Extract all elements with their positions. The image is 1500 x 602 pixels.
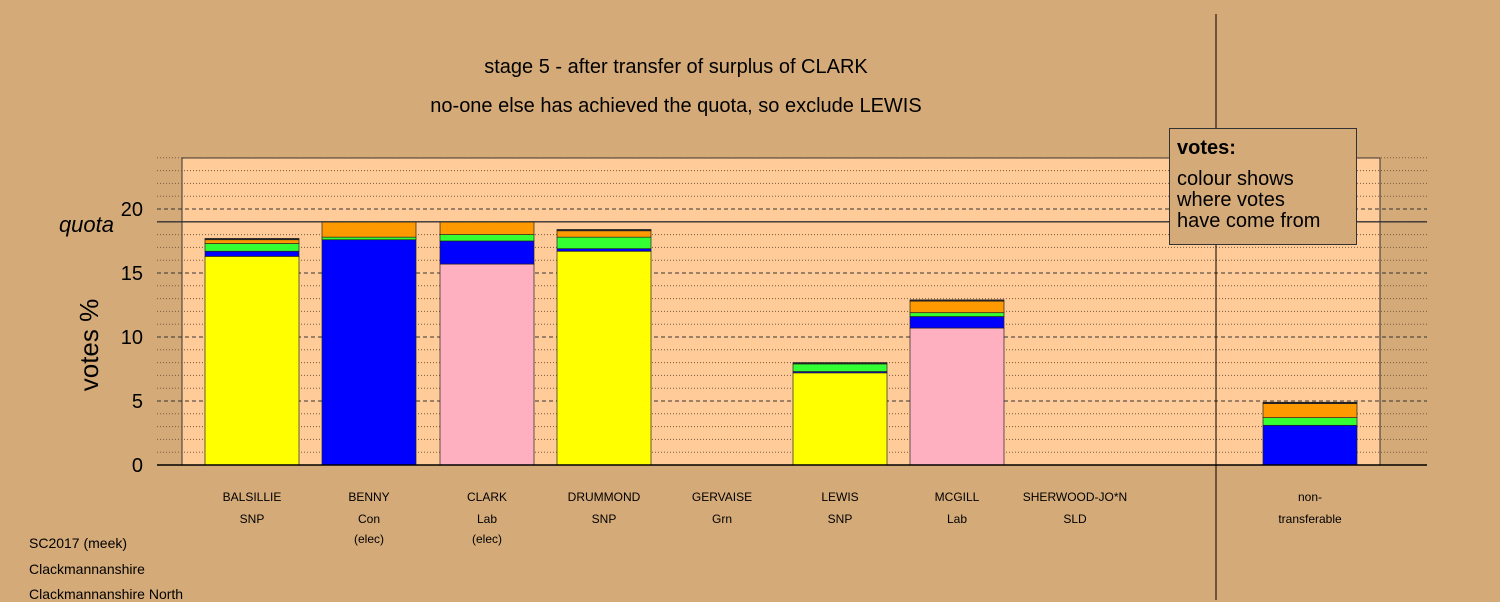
chart-title: stage 5 - after transfer of surplus of C… [484, 56, 868, 78]
bar-segment [556, 236, 652, 250]
legend: votes: colour shows where votes have com… [1169, 128, 1357, 245]
bar-segment [792, 362, 888, 365]
bar-segment [204, 238, 300, 241]
bar-segment [439, 263, 535, 466]
candidate-name-label: BENNY [348, 490, 389, 504]
candidate-name-label: MCGILL [935, 490, 980, 504]
bar-segment [909, 312, 1005, 317]
y-axis-label: votes % [74, 299, 104, 392]
candidate-status-label: (elec) [354, 532, 384, 546]
bar-segment [792, 372, 888, 466]
candidate-party-label: Grn [712, 512, 732, 526]
y-tick-label: 0 [132, 455, 143, 477]
footer-election: SC2017 (meek) [29, 535, 128, 551]
candidate-name-label: SHERWOOD-JO*N [1023, 490, 1127, 504]
footer-council: Clackmannanshire [29, 561, 145, 577]
bar-segment [204, 243, 300, 252]
bar-segment [909, 299, 1005, 302]
candidate-status-label: (elec) [472, 532, 502, 546]
candidate-party-label: SNP [592, 512, 617, 526]
bar-segment [556, 250, 652, 466]
bar-segment [556, 230, 652, 238]
candidate-party-label: Lab [477, 512, 497, 526]
candidate-name-label: CLARK [467, 490, 507, 504]
bar-segment [792, 363, 888, 372]
nontransferable-label: non- [1298, 490, 1322, 504]
bar-segment [909, 300, 1005, 314]
candidate-party-label: SNP [828, 512, 853, 526]
bar-segment [321, 239, 417, 466]
legend-line: have come from [1177, 210, 1321, 232]
bar-segment [321, 236, 417, 241]
legend-title: votes: [1177, 137, 1236, 159]
bars [204, 221, 1358, 466]
legend-line: where votes [1177, 189, 1285, 211]
bar-segment [439, 221, 535, 235]
bar-segment [909, 316, 1005, 329]
y-tick-label: 10 [121, 327, 143, 349]
candidate-party-label: SNP [240, 512, 265, 526]
candidate-name-label: BALSILLIE [223, 490, 282, 504]
bar-segment [204, 256, 300, 466]
y-tick-label: 20 [121, 199, 143, 221]
candidate-name-label: GERVAISE [692, 490, 752, 504]
nontransferable-bar-segment [1262, 403, 1358, 418]
nontransferable-bar-segment [1262, 401, 1358, 404]
candidate-party-label: Con [358, 512, 380, 526]
footer-ward: Clackmannanshire North [29, 586, 184, 602]
candidate-name-label: LEWIS [821, 490, 858, 504]
chart-subtitle: no-one else has achieved the quota, so e… [430, 95, 921, 117]
nontransferable-bar-segment [1262, 424, 1358, 466]
legend-line: colour shows [1177, 168, 1294, 190]
candidate-name-label: DRUMMOND [568, 490, 641, 504]
bar-segment [909, 327, 1005, 466]
candidate-labels: BALSILLIE SNP BENNY Con (elec) CLARK Lab (elec)… [223, 490, 1342, 546]
quota-label: quota [59, 212, 114, 237]
bar-segment [321, 221, 417, 238]
y-tick-label: 15 [121, 263, 143, 285]
bar-segment [204, 250, 300, 257]
nontransferable-label: transferable [1278, 512, 1342, 526]
nontransferable-bar-segment [1262, 417, 1358, 426]
bar-segment [204, 239, 300, 244]
candidate-party-label: Lab [947, 512, 967, 526]
candidate-party-label: SLD [1063, 512, 1087, 526]
bar-segment [439, 234, 535, 242]
bar-segment [439, 240, 535, 265]
bar-segment [556, 248, 652, 252]
y-tick-label: 5 [132, 391, 143, 413]
bar-segment [556, 229, 652, 232]
